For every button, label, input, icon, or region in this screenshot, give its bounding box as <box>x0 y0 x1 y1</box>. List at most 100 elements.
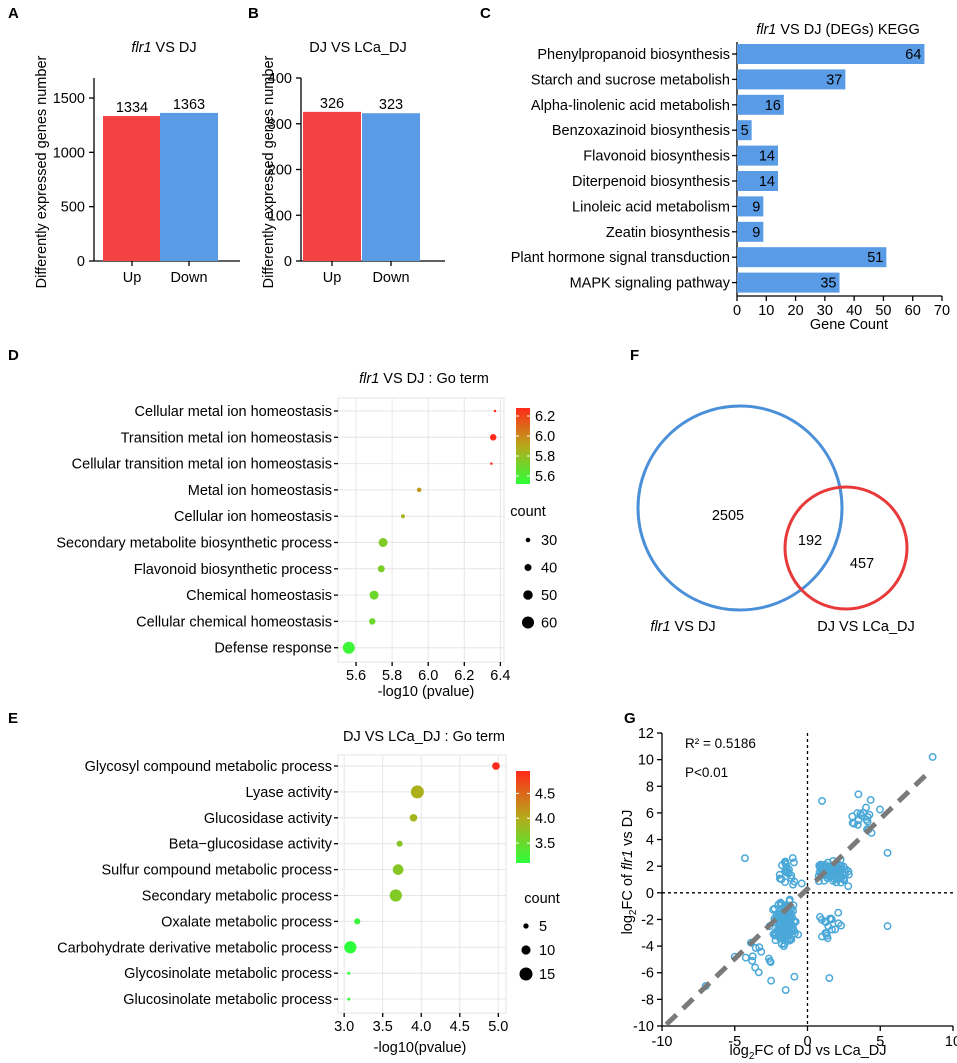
panel-g-point <box>781 986 790 994</box>
panel-g-point <box>821 929 830 937</box>
venn-circle-dj-vs-lca-dj <box>783 485 909 611</box>
panel-e-term-label: Glycosinolate metabolic process <box>124 966 332 982</box>
panel-c-bar <box>737 272 840 293</box>
panel-g-point <box>876 805 884 814</box>
panel-g-point <box>790 929 799 938</box>
panel-g-point <box>748 956 757 965</box>
panel-e-point <box>389 889 402 902</box>
panel-d-xtick-label: 6.4 <box>490 668 510 684</box>
panel-e-point <box>347 997 351 1001</box>
panel-b-bar-value-label: 323 <box>379 97 403 113</box>
panel-e-term-label: Beta−glucosidase activity <box>169 837 333 853</box>
panel-g-point <box>775 911 784 920</box>
panel-g-point <box>775 870 784 879</box>
panel-e-point <box>410 785 424 799</box>
panel-g: G 12 10 8 6 4 2 0 -2 -4 -6 -8 -10-10 -5 0 5 10 R² = 0.5… <box>620 710 957 1062</box>
panel-d-term-label: Defense response <box>214 641 332 657</box>
panel-d-term-label: Flavonoid biosynthetic process <box>134 562 332 578</box>
panel-b-category-label: Up <box>323 270 342 286</box>
panel-d-label: D <box>8 347 19 364</box>
panel-g-fit-line <box>664 768 933 1027</box>
panel-e-point <box>344 941 357 954</box>
panel-e-xtick-label: 3.0 <box>334 1019 354 1035</box>
panel-d-legend-dot <box>525 537 531 543</box>
panel-c-category-label: Benzoxazinoid biosynthesis <box>552 123 730 139</box>
panel-g-point <box>839 871 848 880</box>
panel-d-point <box>489 434 497 441</box>
panel-b-category-label: Down <box>372 270 409 286</box>
panel-e-xtick-label: 3.5 <box>373 1019 393 1035</box>
panel-c-bar-value-label: 14 <box>759 149 775 165</box>
panel-g-ytick-label: -8 <box>641 992 654 1008</box>
panel-e-term-label: Glucosidase activity <box>204 811 333 827</box>
panel-d-term-label: Chemical homeostasis <box>186 588 332 604</box>
panel-d-legend-dot <box>522 616 534 629</box>
panel-g-point <box>767 976 776 985</box>
panel-e-term-label: Secondary metabolic process <box>142 889 332 905</box>
panel-g-point <box>844 882 853 891</box>
panel-e-point <box>409 813 418 822</box>
venn-overlap-count: 192 <box>798 533 822 549</box>
panel-g-ytick-label: 6 <box>646 806 654 822</box>
panel-g-point <box>751 943 760 952</box>
panel-d-legend-label: 30 <box>541 533 557 549</box>
panel-d-point <box>369 590 379 600</box>
panel-c-category-label: Linoleic acid metabolism <box>572 199 730 215</box>
panel-c-bar-value-label: 5 <box>741 123 749 139</box>
panel-d-point <box>342 641 355 654</box>
panel-g-point <box>825 974 834 983</box>
panel-g-point <box>828 925 836 934</box>
venn-circle-flr1-vs-dj <box>636 404 844 612</box>
panel-c-xlabel: Gene Count <box>810 317 888 333</box>
panel-g-point <box>824 866 832 875</box>
panel-g-point <box>755 943 764 952</box>
panel-c-bar <box>737 196 764 217</box>
panel-b-bar-down <box>362 113 420 261</box>
panel-g-point <box>788 854 797 863</box>
panel-g-point <box>928 753 937 761</box>
panel-g-point <box>863 817 872 826</box>
panel-c-bar-value-label: 9 <box>752 225 760 241</box>
panel-e-xtick-label: 4.5 <box>450 1019 470 1035</box>
panel-g-point <box>865 810 874 819</box>
panel-c: C flr1 VS DJ (DEGs) KEGG 64 Phenylpropano… <box>480 5 950 333</box>
panel-e-term-label: Glucosinolate metabolic process <box>123 992 332 1008</box>
panel-g-point <box>827 914 835 923</box>
panel-c-bar <box>737 69 846 90</box>
panel-d-term-label: Cellular chemical homeostasis <box>136 614 332 630</box>
panel-e-point <box>347 971 351 975</box>
panel-g-xtick-label: -10 <box>652 1034 673 1050</box>
panel-d-xlabel: -log10 (pvalue) <box>378 684 475 700</box>
panel-g-xtick-label: -5 <box>728 1034 741 1050</box>
panel-c-bar-value-label: 64 <box>905 47 921 63</box>
panel-d-term-label: Cellular transition metal ion homeostasi… <box>72 457 332 473</box>
panel-d-term-label: Transition metal ion homeostasis <box>121 430 332 446</box>
panel-e-colorbar-label: 4.5 <box>535 786 555 802</box>
panel-d-legend-dot <box>523 590 533 600</box>
panel-e-point <box>392 864 404 875</box>
panel-c-category-label: Diterpenoid biosynthesis <box>572 174 730 190</box>
panel-c-xtick-label: 0 <box>733 303 741 319</box>
panel-g-point <box>764 954 773 963</box>
panel-g-point <box>831 925 840 934</box>
panel-g-point <box>854 816 863 825</box>
panel-d-colorbar-label: 6.0 <box>535 429 555 445</box>
panel-g-point <box>778 861 786 870</box>
panel-b-ytick-label: 400 <box>268 71 292 87</box>
panel-d-point <box>369 618 376 625</box>
panel-a-ytick-label: 1500 <box>53 91 85 107</box>
panel-g-ylabel: log2FC of flr1 vs DJ <box>620 810 639 935</box>
panel-g-point <box>835 862 844 871</box>
panel-d-point <box>493 409 497 413</box>
panel-c-bar-value-label: 35 <box>820 276 836 292</box>
panel-e-term-label: Oxalate metabolic process <box>161 914 332 930</box>
panel-e-term-label: Carbohydrate derivative metabolic proces… <box>57 940 332 956</box>
panel-g-ytick-label: 8 <box>646 779 654 795</box>
venn-left-only-count: 2505 <box>712 508 744 524</box>
panel-d-plot-frame <box>337 397 505 663</box>
panel-d-colorbar-label: 5.8 <box>535 449 555 465</box>
panel-e-legend-dot <box>519 967 533 981</box>
panel-e-term-label: Sulfur compound metabolic process <box>101 863 332 879</box>
panel-c-category-label: Plant hormone signal transduction <box>511 250 730 266</box>
